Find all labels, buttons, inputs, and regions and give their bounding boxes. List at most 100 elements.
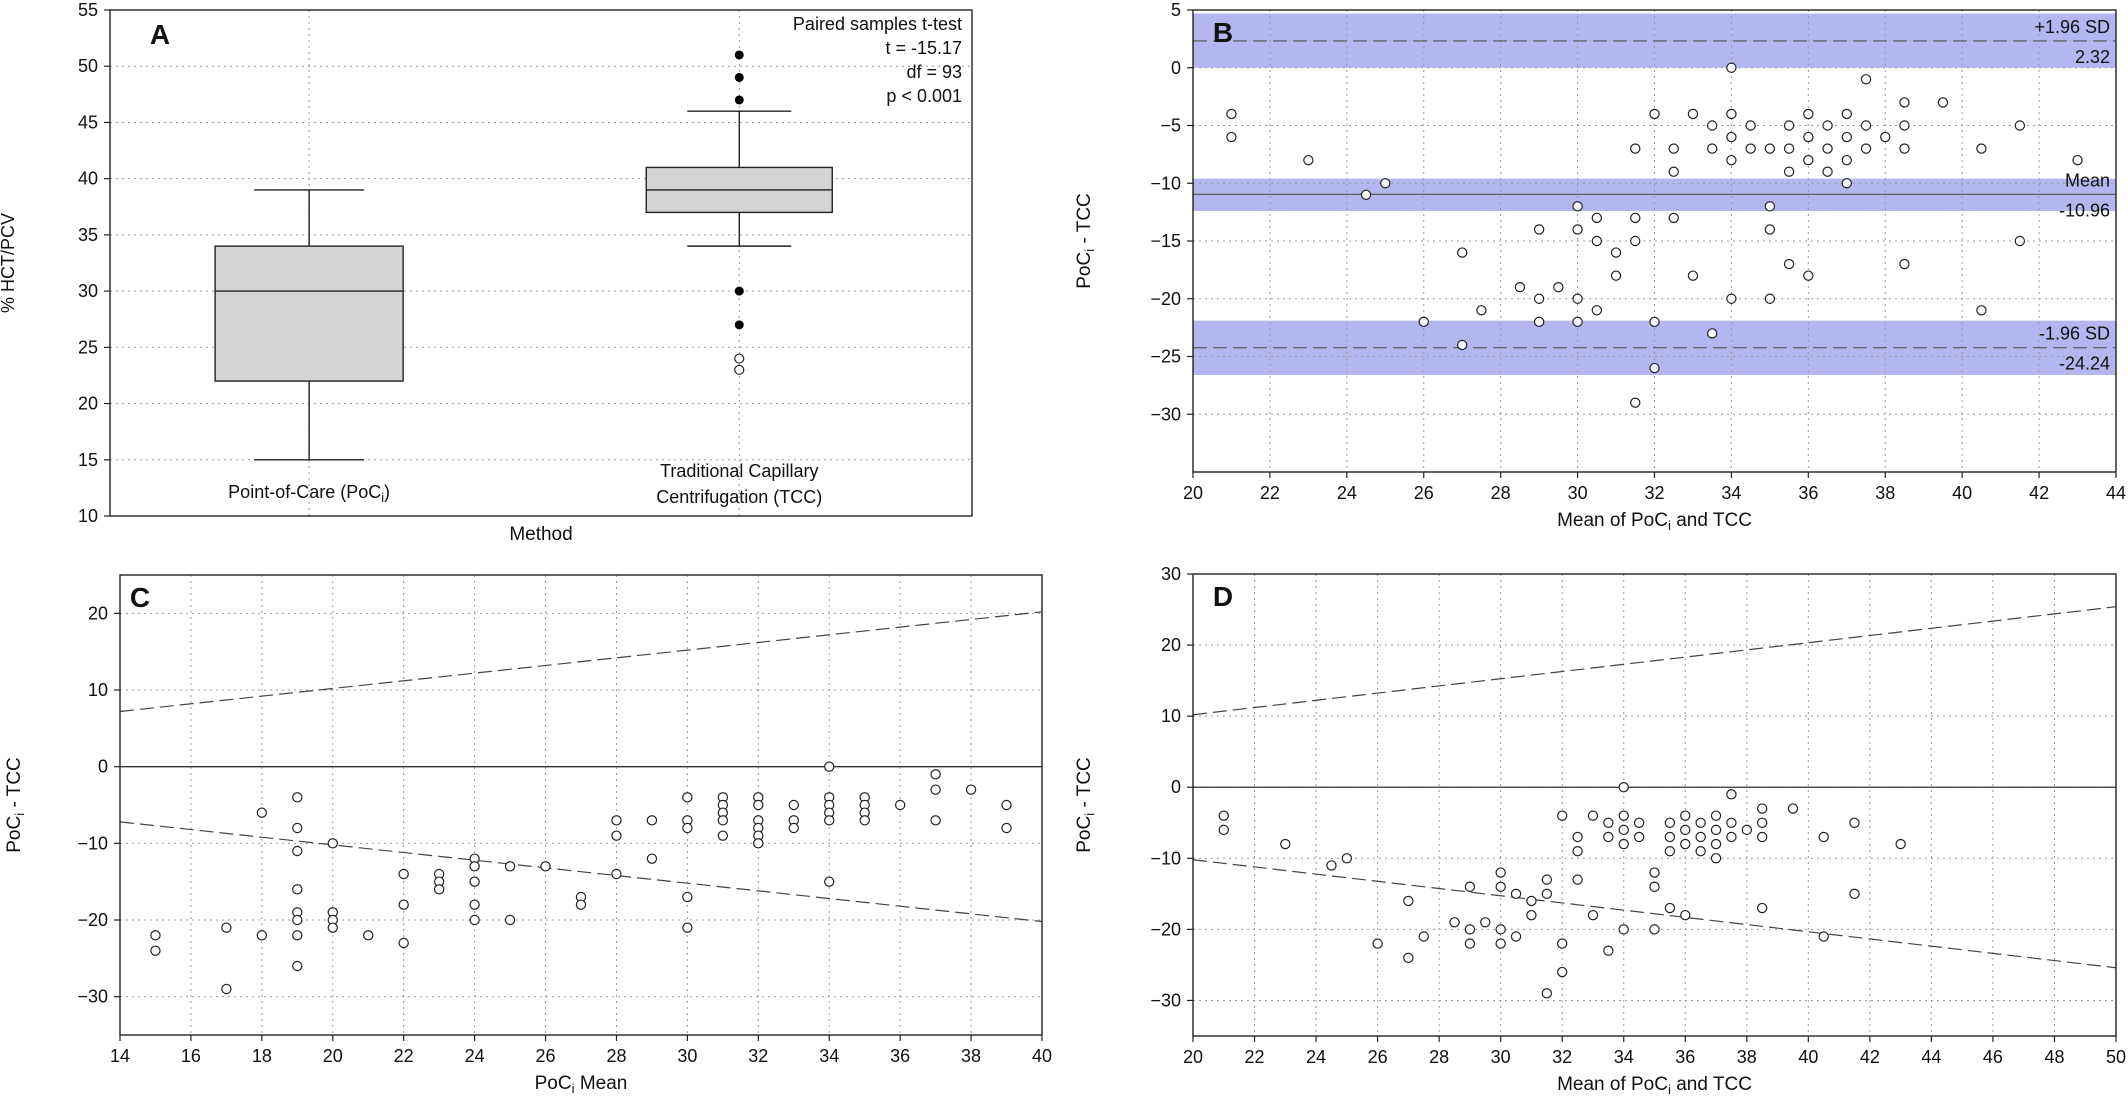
outlier-open — [734, 353, 745, 364]
data-point — [150, 930, 161, 941]
tick-label-x: 24 — [465, 1046, 485, 1066]
data-point — [1403, 952, 1414, 964]
data-point — [469, 914, 480, 926]
axis-label-y-sub: i — [1082, 249, 1097, 252]
tick-label-y: 0 — [1171, 58, 1181, 78]
outlier-filled — [734, 286, 744, 296]
axis-label-x: Method — [509, 524, 572, 545]
tick-label-x: 42 — [1860, 1047, 1880, 1067]
data-point — [1695, 831, 1706, 843]
data-point — [398, 868, 409, 880]
data-point — [1710, 810, 1722, 821]
tick-label-y: −25 — [1150, 347, 1181, 367]
tick-label-y: 35 — [78, 225, 98, 245]
data-point — [292, 792, 303, 803]
data-point — [1937, 97, 1949, 108]
data-point — [1610, 247, 1622, 258]
data-point — [1726, 62, 1737, 73]
tick-label-x: 36 — [890, 1046, 910, 1066]
outlier-filled — [734, 320, 744, 330]
data-point — [327, 922, 338, 933]
data-point — [1726, 108, 1737, 120]
data-point — [1822, 143, 1833, 154]
data-point — [1618, 782, 1629, 793]
tick-label-y: −20 — [77, 910, 108, 930]
data-point — [611, 830, 622, 841]
axis-label-y-main: PoC — [4, 816, 25, 853]
data-point — [1510, 888, 1522, 900]
data-point — [1001, 822, 1012, 834]
tick-label-x: 24 — [1306, 1047, 1326, 1067]
stats-annotation: p < 0.001 — [886, 86, 962, 106]
axis-label-x-sub: i — [572, 1081, 575, 1096]
data-point — [1533, 316, 1545, 328]
data-point — [1664, 831, 1676, 843]
data-point — [1572, 846, 1583, 857]
data-point — [1803, 108, 1814, 120]
panel-letter: A — [150, 19, 170, 50]
tick-label-x: 26 — [1414, 483, 1434, 503]
data-point — [469, 876, 480, 887]
category-label: Centrifugation (TCC) — [656, 487, 822, 507]
tick-label-y: 0 — [98, 757, 108, 777]
panel-letter: B — [1213, 17, 1233, 48]
data-point — [1783, 120, 1795, 131]
data-point — [1541, 874, 1553, 885]
data-point — [1783, 166, 1795, 177]
tick-label-x: 40 — [1798, 1047, 1818, 1067]
data-point — [2014, 235, 2026, 247]
data-point — [1756, 902, 1768, 914]
tick-label-x: 44 — [2106, 483, 2126, 503]
data-point — [753, 799, 764, 811]
data-point — [1976, 143, 1987, 154]
tick-label-y: 20 — [1161, 635, 1181, 655]
axis-label-x-main: Mean of PoC — [1557, 1074, 1668, 1095]
tick-label-y: −5 — [1160, 116, 1181, 136]
data-point — [1976, 305, 1987, 316]
tick-label-x: 28 — [1491, 483, 1511, 503]
box-iqr — [214, 245, 404, 382]
data-point — [1572, 293, 1583, 304]
tick-label-y: 15 — [78, 450, 98, 470]
axis-label-x-tail: and TCC — [1671, 510, 1752, 531]
data-point — [1630, 397, 1641, 408]
limit-value: -24.24 — [2059, 354, 2110, 374]
data-point — [1822, 166, 1833, 177]
data-point — [1726, 831, 1737, 843]
stats-annotation: t = -15.17 — [885, 38, 962, 58]
data-point — [1280, 838, 1291, 850]
data-point — [1783, 258, 1795, 270]
data-point — [1803, 154, 1814, 166]
panel-b: 20 22 24 26 28 30 32 34 36 38 40 42 44 5 0 −5 −10 −15 −20 −… — [1074, 0, 2126, 533]
data-point — [1664, 902, 1676, 914]
data-point — [504, 914, 516, 926]
axis-label-y-tail: - TCC — [1074, 193, 1095, 249]
data-point — [1726, 293, 1737, 304]
data-point — [1218, 824, 1229, 836]
data-point — [1649, 924, 1660, 935]
axis-label-y-tail: - TCC — [1074, 757, 1095, 813]
data-point — [1841, 178, 1852, 189]
data-point — [1418, 316, 1429, 328]
tick-label-x: 40 — [1952, 483, 1972, 503]
data-point — [1610, 270, 1622, 281]
category-label-sub: i — [381, 491, 384, 505]
data-point — [1630, 212, 1641, 224]
axis-label-y-tail: - TCC — [4, 757, 25, 813]
data-point — [1587, 810, 1599, 821]
tick-label-x: 28 — [606, 1046, 626, 1066]
data-point — [1226, 108, 1237, 120]
data-point — [1572, 316, 1583, 328]
data-point — [1495, 924, 1506, 935]
data-point — [1680, 810, 1691, 821]
data-point — [1649, 867, 1660, 878]
data-point — [788, 822, 799, 834]
data-point — [1649, 108, 1660, 120]
data-point — [1603, 945, 1614, 956]
tick-label-x: 34 — [1721, 483, 1741, 503]
tick-label-x: 20 — [1183, 483, 1203, 503]
data-point — [1360, 189, 1372, 200]
outlier-open — [734, 364, 745, 375]
data-point — [540, 861, 551, 872]
